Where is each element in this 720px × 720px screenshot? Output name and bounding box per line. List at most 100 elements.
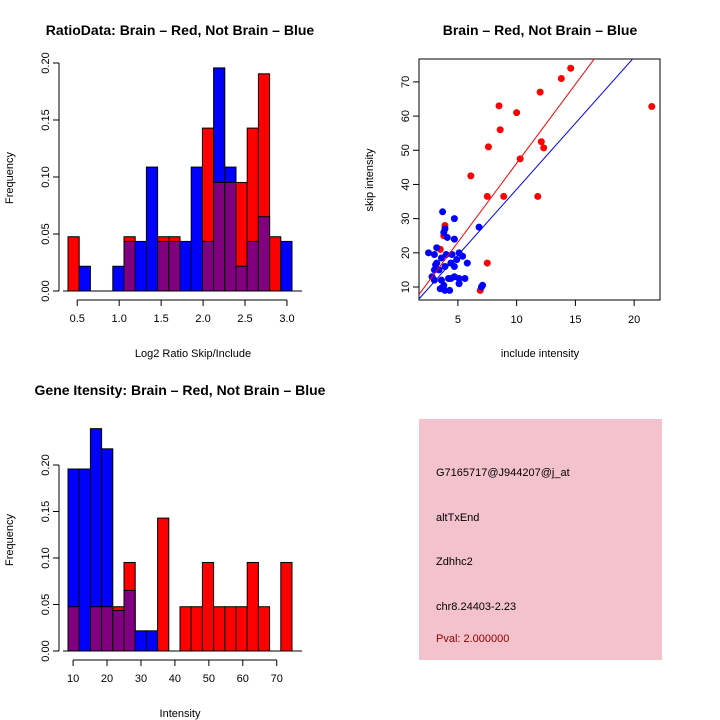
scatter-point-blue — [461, 274, 469, 282]
hist-ratio-title: RatioData: Brain – Red, Not Brain – Blue — [46, 22, 315, 38]
scatter-point-blue — [430, 251, 438, 259]
hist-ratio-ylabel: Frequency — [4, 152, 16, 204]
hist-ratio-overlap-bar — [257, 216, 271, 292]
hist-intensity-bar — [157, 517, 170, 652]
scatter-ylabel: skip intensity — [364, 148, 376, 211]
scatter-point-red — [557, 74, 565, 82]
scatter-x-tick-label: 15 — [569, 314, 581, 326]
hist-ratio-x-tick-label: 1.0 — [112, 313, 127, 325]
scatter-point-red — [648, 103, 656, 111]
hist-intensity-x-tick-label: 40 — [169, 673, 181, 685]
hist-ratio-bar — [112, 265, 125, 292]
hist-ratio-overlap-bar — [224, 181, 237, 292]
scatter-xlabel: include intensity — [501, 348, 580, 360]
hist-ratio-y-tick-label: 0.10 — [40, 166, 52, 187]
scatter-point-blue — [435, 266, 443, 274]
hist-intensity-x-tick-label: 10 — [67, 673, 79, 685]
hist-intensity-bar — [280, 561, 293, 652]
hist-ratio-xlabel: Log2 Ratio Skip/Include — [135, 348, 251, 360]
scatter-point-blue — [441, 225, 449, 233]
scatter-point-blue — [455, 280, 463, 288]
hist-intensity-x-tick-label: 30 — [135, 673, 147, 685]
hist-intensity-title: Gene Itensity: Brain – Red, Not Brain – … — [35, 382, 326, 398]
probe-id: G7165717@J944207@j_at — [436, 467, 570, 479]
hist-intensity-bar — [213, 606, 226, 652]
fit-line-blue — [419, 59, 634, 300]
scatter-point-blue — [475, 223, 483, 231]
hist-ratio-overlap-bar — [168, 240, 181, 292]
hist-intensity-bar — [78, 468, 91, 652]
scatter-point-blue — [430, 276, 438, 284]
hist-intensity-overlap-bar — [123, 589, 136, 652]
scatter-point-blue — [443, 233, 451, 241]
hist-ratio-y-tick-label: 0.05 — [40, 223, 52, 244]
scatter-point-red — [483, 259, 491, 267]
scatter-point-red — [567, 64, 575, 72]
scatter-x-tick-label: 10 — [511, 314, 523, 326]
hist-ratio-y-tick-label: 0.00 — [40, 280, 52, 301]
scatter-point-red — [483, 192, 491, 200]
scatter-x-tick-label: 5 — [455, 314, 461, 326]
scatter-y-tick-label: 60 — [400, 110, 412, 122]
hist-intensity-bar — [145, 630, 159, 652]
chromosome-location: chr8.24403-2.23 — [436, 601, 516, 613]
hist-ratio-bar — [280, 240, 293, 292]
scatter-y-tick-label: 30 — [400, 213, 412, 225]
hist-intensity-x-tick-label: 20 — [101, 673, 113, 685]
scatter-point-blue — [450, 215, 458, 223]
scatter-y-tick-label: 70 — [400, 76, 412, 88]
hist-intensity-ylabel: Frequency — [4, 514, 16, 566]
hist-ratio-bar — [134, 240, 147, 292]
scatter-point-red — [536, 88, 544, 96]
hist-ratio-overlap-bar — [213, 181, 226, 292]
scatter-point-blue — [459, 252, 467, 260]
hist-ratio-x-tick-label: 3.0 — [279, 313, 294, 325]
hist-intensity-y-tick-label: 0.05 — [40, 594, 52, 615]
hist-ratio-bar — [78, 265, 91, 292]
hist-intensity-y-tick-label: 0.10 — [40, 547, 52, 568]
hist-intensity-bar — [190, 606, 203, 652]
scatter-point-blue — [439, 208, 447, 216]
hist-ratio-bar — [190, 166, 203, 292]
scatter-point-red — [467, 172, 475, 180]
scatter-point-red — [534, 192, 542, 200]
scatter-y-tick-label: 50 — [400, 144, 412, 156]
scatter-point-red — [540, 144, 548, 152]
scatter-y-tick-label: 40 — [400, 178, 412, 190]
scatter-point-blue — [477, 283, 485, 291]
scatter-point-blue — [455, 274, 463, 282]
hist-ratio-bar — [269, 236, 282, 292]
hist-ratio-overlap-bar — [246, 240, 259, 292]
hist-intensity-bar — [134, 630, 147, 652]
hist-intensity-x-tick-label: 50 — [203, 673, 215, 685]
hist-intensity-bar — [246, 561, 259, 652]
scatter-y-tick-label: 20 — [400, 247, 412, 259]
scatter-point-red — [495, 102, 503, 110]
scatter-title: Brain – Red, Not Brain – Blue — [443, 22, 638, 38]
hist-ratio-bar — [179, 240, 192, 292]
info-panel: G7165717@J944207@j_at altTxEnd Zdhhc2 ch… — [419, 419, 662, 660]
scatter-point-blue — [463, 259, 471, 267]
hist-ratio-x-tick-label: 2.0 — [195, 313, 210, 325]
info-panel-background — [419, 419, 662, 660]
hist-intensity-y-tick-label: 0.20 — [40, 454, 52, 475]
hist-intensity-overlap-bar — [67, 606, 80, 652]
hist-ratio-y-tick-label: 0.20 — [40, 52, 52, 73]
hist-ratio-overlap-bar — [157, 240, 170, 292]
hist-intensity-bar — [201, 561, 215, 652]
scatter-point-blue — [446, 286, 454, 294]
scatter-point-red — [500, 192, 508, 200]
hist-intensity-overlap-bar — [101, 606, 114, 652]
scatter-point-red — [513, 109, 521, 117]
hist-ratio-bar — [145, 166, 159, 292]
scatter-point-blue — [425, 249, 433, 257]
scatter-point-blue — [450, 262, 458, 270]
scatter-point-red — [537, 138, 545, 146]
hist-intensity-y-tick-label: 0.00 — [40, 640, 52, 661]
scatter-point-red — [484, 143, 492, 151]
hist-intensity-x-tick-label: 60 — [237, 673, 249, 685]
hist-intensity-overlap-bar — [89, 606, 103, 652]
scatter-point-blue — [433, 244, 441, 252]
hist-ratio-overlap-bar — [235, 265, 248, 292]
hist-ratio-x-tick-label: 2.5 — [237, 313, 252, 325]
